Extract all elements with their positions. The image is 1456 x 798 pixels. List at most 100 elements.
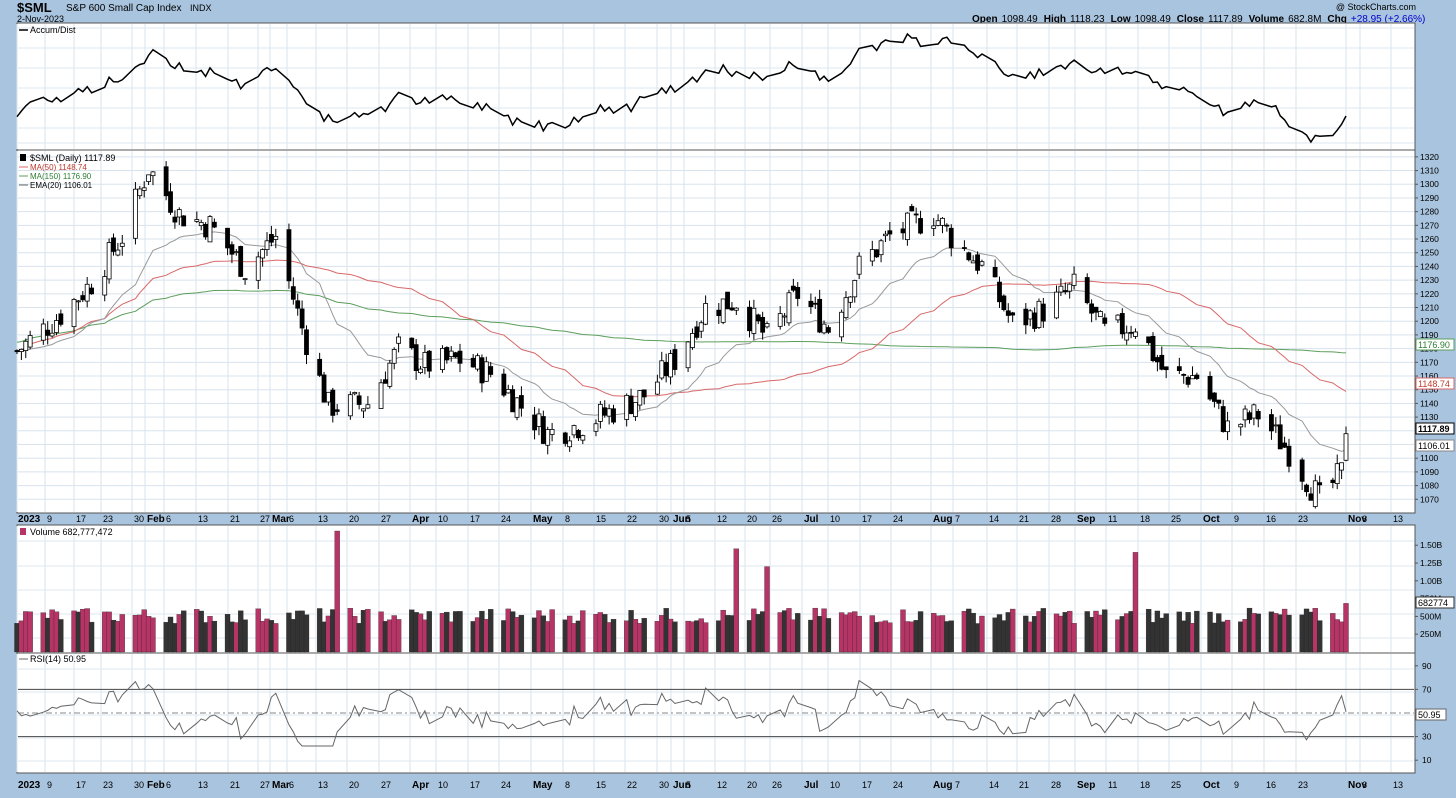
x-tick-label: 6 [1362, 780, 1367, 790]
candle-body [904, 212, 910, 241]
candle-body [1242, 408, 1248, 421]
volume-tag: 682774 [1418, 598, 1448, 608]
price-tick-label: 1200 [1420, 316, 1439, 326]
candle-body [457, 350, 463, 364]
volume-bar [580, 610, 586, 653]
candle-body [966, 252, 972, 261]
candle-body [540, 416, 546, 444]
volume-label: Volume [1249, 14, 1285, 25]
rsi-tick-label: 30 [1422, 732, 1432, 742]
candle-body [1220, 406, 1226, 432]
candle-body [479, 357, 485, 384]
x-tick-label: Nov [1348, 514, 1367, 525]
candle-body [1093, 306, 1099, 313]
x-tick-label: 14 [989, 514, 999, 524]
candle-body [1010, 312, 1016, 316]
x-tick-label: 17 [862, 780, 872, 790]
candle-body [931, 225, 937, 229]
candle-body [76, 300, 81, 303]
candle-body [347, 394, 353, 417]
candle-body [378, 382, 384, 409]
open-value: 1098.49 [1002, 14, 1039, 25]
candle-body [611, 408, 616, 423]
price-tick-label: 1140 [1420, 398, 1439, 408]
candle-body [1238, 423, 1244, 428]
volume-bar [1163, 613, 1169, 653]
x-tick-label: 6 [1362, 514, 1367, 524]
candle-body [637, 390, 643, 406]
candle-body [49, 332, 55, 337]
candle-body [755, 314, 761, 322]
candle-body [1163, 366, 1169, 371]
candle-body [668, 353, 673, 378]
price-tick-label: 1190 [1420, 330, 1439, 340]
volume-tick-label: 250M [1420, 629, 1441, 639]
candle-body [948, 227, 954, 249]
candle-body [1216, 399, 1222, 404]
price-tick-label: 1240 [1420, 261, 1439, 271]
x-tick-label: 28 [1051, 780, 1061, 790]
volume-bar [273, 623, 279, 653]
candle-body [694, 326, 700, 338]
candle-body [1334, 463, 1340, 484]
candle-body [869, 249, 875, 262]
candle-body [1154, 357, 1160, 363]
candle-body [225, 227, 230, 249]
x-tick-label: 2023 [18, 780, 41, 791]
volume-bar [1343, 603, 1349, 653]
price-label: $SML (Daily) 1117.89 [30, 153, 115, 163]
volume-bar [641, 618, 647, 653]
ema20-line [16, 231, 1347, 452]
candle-body [672, 349, 678, 370]
candle-body [1150, 335, 1156, 361]
low-label: Low [1111, 14, 1131, 25]
candle-body [102, 276, 108, 296]
volume-bar [88, 621, 95, 653]
x-tick-label: 28 [1051, 514, 1061, 524]
candle-body [440, 348, 445, 371]
volume-bar [610, 619, 617, 653]
candle-body [1005, 310, 1011, 316]
x-tick-label: 13 [318, 780, 328, 790]
price-tick-label: 1300 [1420, 179, 1439, 189]
x-tick-label: 13 [1393, 780, 1403, 790]
candle-body [747, 306, 752, 332]
ma50-path [16, 259, 1347, 398]
volume-value: 682.8M [1288, 14, 1321, 25]
candle-body [997, 281, 1002, 303]
volume-bar [181, 610, 187, 653]
x-tick-label: 24 [501, 780, 511, 790]
rsi-tag-box [1415, 708, 1447, 721]
candle-body [1190, 375, 1195, 380]
x-tick-label: 27 [381, 514, 391, 524]
volume-bar [1224, 619, 1231, 653]
x-tick-label: 10 [830, 780, 840, 790]
x-tick-label: 23 [103, 780, 113, 790]
candle-body [233, 251, 239, 254]
x-tick-label: 18 [1140, 780, 1150, 790]
ma50-label: MA(50) 1148.74 [30, 163, 87, 172]
x-tick-label: 26 [772, 514, 782, 524]
x-tick-label: 11 [1108, 514, 1117, 524]
candles [14, 161, 1349, 509]
x-tick-label: 17 [470, 780, 480, 790]
candle-body [1185, 377, 1191, 385]
candle-body [606, 408, 612, 417]
x-tick-label: 2023 [18, 514, 41, 525]
price-tick-label: 1100 [1420, 453, 1439, 463]
candle-body [1207, 375, 1213, 400]
candle-body [27, 335, 33, 348]
volume-bar [1255, 613, 1261, 653]
high-value: 1118.23 [1070, 14, 1105, 25]
candle-body [1058, 285, 1064, 293]
volume-bars [14, 530, 1349, 653]
candle-body [1133, 331, 1138, 337]
ema20-path [16, 231, 1347, 452]
exchange: INDX [190, 3, 212, 13]
x-tick-label: 26 [772, 780, 782, 790]
price-legend: $SML (Daily) 1117.89 MA(50) 1148.74 MA(1… [19, 153, 115, 190]
x-tick-label: 13 [318, 514, 328, 524]
candle-body [1282, 442, 1287, 448]
